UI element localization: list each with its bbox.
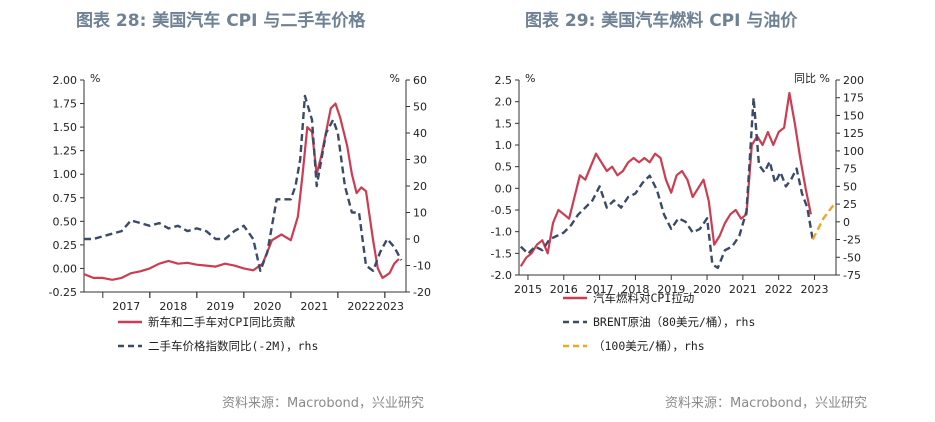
chart-29-series-1-line <box>519 96 814 270</box>
chart-29-right-tick-label: 50 <box>843 180 857 193</box>
chart-28-right-tick-label: -20 <box>413 286 431 299</box>
chart-28-left-tick-label: 0.50 <box>53 215 78 228</box>
chart-28-x-tick-label: 2023 <box>376 300 404 313</box>
chart-29-source: 资料来源：Macrobond，兴业研究 <box>665 396 868 411</box>
chart-28-right-unit: % <box>390 72 400 85</box>
chart-28-series-0-line <box>83 102 400 281</box>
chart-28-right-tick-label: 10 <box>413 207 427 220</box>
chart-29-legend-label-0: 汽车燃料对CPI拉动 <box>593 291 694 305</box>
chart-29-right-tick-label: -50 <box>843 251 861 264</box>
chart-29-left-unit: % <box>525 72 535 85</box>
chart-29-left-tick-label: -0.5 <box>491 204 512 217</box>
chart-29-left-tick-label: 1.5 <box>495 117 513 130</box>
chart-29-right-tick-label: 25 <box>843 198 857 211</box>
chart-29-x-tick-label: 2016 <box>550 283 578 296</box>
chart-29-series-0-line <box>519 91 812 267</box>
chart-28-title: 图表 28: 美国汽车 CPI 与二手车价格 <box>76 11 366 31</box>
chart-29-left-tick-label: -1.0 <box>491 226 512 239</box>
chart-29-series-2-line <box>811 203 836 241</box>
chart-28-left-tick-label: 0.75 <box>53 192 78 205</box>
chart-28-legend-label-0: 新车和二手车对CPI同比贡献 <box>148 315 296 329</box>
chart-28-left-tick-label: 0.00 <box>53 262 78 275</box>
chart-28-x-tick-label: 2019 <box>206 300 234 313</box>
chart-29-left-tick-label: -2.0 <box>491 269 512 282</box>
chart-28-left-tick-label: -0.25 <box>49 286 77 299</box>
chart-28-left-tick-label: 0.25 <box>53 239 78 252</box>
chart-29-x-tick-label: 2020 <box>693 283 721 296</box>
chart-29-right-tick-label: 75 <box>843 163 857 176</box>
chart-28-left-tick-label: 1.00 <box>53 168 78 181</box>
chart-28-series-1-line <box>84 94 403 272</box>
chart-28-x-tick-label: 2020 <box>253 300 281 313</box>
chart-29-right-tick-label: 200 <box>843 74 864 87</box>
chart-29-right-tick-label: -75 <box>843 269 861 282</box>
chart-28-right-tick-label: 30 <box>413 154 427 167</box>
chart-29-left-tick-label: 0.5 <box>495 161 513 174</box>
chart-29-legend-label-2: （100美元/桶），rhs <box>593 339 705 353</box>
chart-29-right-tick-label: 150 <box>843 109 864 122</box>
chart-29-title: 图表 29: 美国汽车燃料 CPI 与油价 <box>525 11 798 31</box>
chart-29-left-tick-label: 0.0 <box>495 182 513 195</box>
chart-29-right-tick-label: -25 <box>843 234 861 247</box>
chart-28-right-tick-label: 50 <box>413 101 427 114</box>
chart-29-left-tick-label: -1.5 <box>491 247 512 260</box>
chart-29-x-tick-label: 2021 <box>729 283 757 296</box>
chart-28-x-tick-label: 2022 <box>347 300 375 313</box>
chart-29-left-tick-label: 2.0 <box>495 96 513 109</box>
chart-29-x-tick-label: 2019 <box>657 283 685 296</box>
chart-28-left-unit: % <box>90 72 100 85</box>
chart-29-x-tick-label: 2018 <box>621 283 649 296</box>
chart-29-right-tick-label: 0 <box>843 216 850 229</box>
chart-28-x-tick-label: 2018 <box>159 300 187 313</box>
chart-28-x-tick-label: 2021 <box>300 300 328 313</box>
chart-29-legend-label-1: BRENT原油（80美元/桶），rhs <box>593 315 755 329</box>
chart-28-right-tick-label: -10 <box>413 260 431 273</box>
chart-28-x-tick-label: 2017 <box>112 300 140 313</box>
chart-29-right-tick-label: 175 <box>843 92 864 105</box>
chart-28-source: 资料来源：Macrobond，兴业研究 <box>222 396 425 411</box>
chart-29-left-tick-label: 2.5 <box>495 74 513 87</box>
chart-28-right-tick-label: 20 <box>413 180 427 193</box>
chart-29-x-tick-label: 2017 <box>586 283 614 296</box>
chart-28-right-tick-label: 0 <box>413 233 420 246</box>
chart-29-x-tick-label: 2023 <box>801 283 829 296</box>
chart-29-x-tick-label: 2015 <box>514 283 542 296</box>
chart-28-left-tick-label: 1.75 <box>53 98 78 111</box>
chart-29-right-tick-label: 100 <box>843 145 864 158</box>
chart-28-right-tick-label: 60 <box>413 74 427 87</box>
chart-28-right-tick-label: 40 <box>413 127 427 140</box>
chart-29-x-tick-label: 2022 <box>765 283 793 296</box>
chart-28-left-tick-label: 1.50 <box>53 121 78 134</box>
chart-29-right-tick-label: 125 <box>843 127 864 140</box>
chart-29-right-unit: 同比 % <box>794 72 830 85</box>
chart-28-legend-label-1: 二手车价格指数同比(-2M)，rhs <box>148 339 318 353</box>
chart-28-left-tick-label: 2.00 <box>53 74 78 87</box>
chart-28-left-tick-label: 1.25 <box>53 145 78 158</box>
chart-29-left-tick-label: 1.0 <box>495 139 513 152</box>
